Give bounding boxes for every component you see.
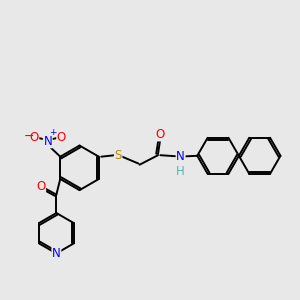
Text: O: O	[57, 131, 66, 144]
Text: S: S	[115, 149, 122, 162]
Text: N: N	[44, 135, 52, 148]
Text: O: O	[29, 131, 39, 144]
Text: N: N	[176, 150, 185, 163]
Text: N: N	[52, 247, 61, 260]
Text: O: O	[36, 180, 46, 193]
Text: H: H	[176, 165, 185, 178]
Text: O: O	[156, 128, 165, 141]
Text: −: −	[23, 130, 34, 143]
Text: +: +	[50, 128, 57, 137]
